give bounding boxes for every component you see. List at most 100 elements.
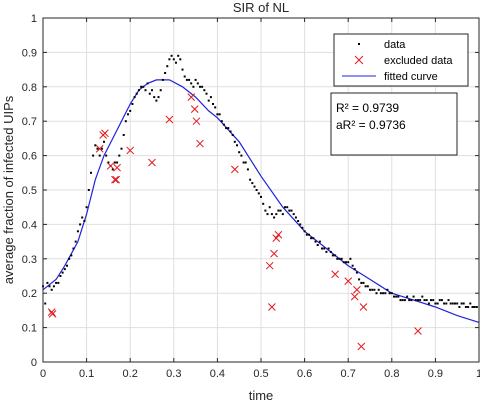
data-point xyxy=(366,285,369,288)
data-point xyxy=(90,171,92,174)
data-point xyxy=(52,285,55,288)
data-point xyxy=(155,99,158,102)
data-point xyxy=(467,306,470,308)
data-point xyxy=(151,89,153,92)
chart-title: SIR of NL xyxy=(233,0,289,15)
data-point xyxy=(236,144,238,147)
axis-ticks: 0 0.1 0.2 0.3 0.4 0.5 0.6 0.7 0.8 0.9 1 0 0.1 0.2 0.3 0… xyxy=(22,13,480,380)
excluded-point xyxy=(192,117,201,126)
data-point xyxy=(386,288,389,291)
y-tick-label: 0.1 xyxy=(22,323,37,335)
data-point xyxy=(266,213,269,216)
x-tick-label: 0.4 xyxy=(210,368,225,380)
excluded-point xyxy=(268,303,276,311)
data-point xyxy=(59,275,62,277)
data-point xyxy=(284,206,286,209)
data-point xyxy=(397,295,400,298)
data-point xyxy=(262,202,265,205)
data-point xyxy=(103,140,105,143)
excluded-point xyxy=(357,342,366,351)
excluded-point xyxy=(47,308,56,316)
data-point xyxy=(225,127,228,130)
data-point xyxy=(417,299,419,302)
data-point xyxy=(373,288,376,291)
data-point xyxy=(423,299,426,302)
data-point xyxy=(436,302,439,305)
data-point xyxy=(403,299,406,302)
data-point xyxy=(212,103,214,105)
y-axis-label: average fraction of infected UIPs xyxy=(1,95,16,284)
legend-item-data: data xyxy=(358,39,406,51)
excluded-point xyxy=(265,261,274,270)
data-point xyxy=(260,195,262,198)
r2-annotation: R² = 0.9739 aR² = 0.9736 xyxy=(330,92,458,156)
y-tick-label: 0.9 xyxy=(22,47,37,59)
data-point xyxy=(120,147,123,150)
data-point xyxy=(98,154,101,157)
data-point xyxy=(192,85,195,88)
data-point xyxy=(440,299,443,302)
data-point xyxy=(279,209,282,212)
x-tick-label: 0.1 xyxy=(79,368,94,380)
fitted-curve-layer xyxy=(42,79,480,323)
data-point xyxy=(447,299,450,302)
data-point xyxy=(342,261,345,264)
data-point xyxy=(340,257,343,260)
data-point xyxy=(334,254,337,257)
data-point xyxy=(310,237,313,240)
data-point xyxy=(299,223,302,226)
data-point xyxy=(153,96,156,99)
excluded-point xyxy=(272,234,281,243)
data-point xyxy=(246,168,249,171)
x-tick-label: 0.5 xyxy=(253,368,268,380)
data-point xyxy=(399,299,402,302)
data-point xyxy=(122,134,125,136)
data-point xyxy=(438,299,441,302)
data-point xyxy=(308,233,310,236)
data-point xyxy=(144,89,147,92)
y-tick-label: 0.5 xyxy=(22,185,37,197)
excluded-point xyxy=(274,230,283,239)
data-point xyxy=(185,78,188,81)
excluded-point xyxy=(187,93,196,101)
data-point xyxy=(421,295,424,298)
data-point xyxy=(159,89,162,92)
data-point xyxy=(87,189,90,191)
excluded-points-layer xyxy=(47,93,422,351)
y-tick-label: 0 xyxy=(31,357,37,369)
data-point xyxy=(207,99,210,102)
legend: data excluded data fitted curve xyxy=(333,33,469,87)
data-point xyxy=(44,302,47,305)
data-point xyxy=(270,213,273,216)
data-point xyxy=(445,302,448,305)
data-point xyxy=(462,302,465,305)
data-point xyxy=(242,161,245,164)
excluded-point xyxy=(359,303,368,311)
data-point xyxy=(79,223,82,226)
legend-item-fit: fitted curve xyxy=(342,71,438,83)
data-point xyxy=(443,302,446,305)
legend-item-excluded: excluded data xyxy=(354,55,453,67)
legend-marker-dot xyxy=(358,43,360,45)
y-tick-label: 0.7 xyxy=(22,116,37,128)
excluded-point xyxy=(344,277,353,286)
data-point xyxy=(240,154,243,157)
data-point xyxy=(135,92,138,95)
data-point xyxy=(451,302,454,305)
legend-marker-x xyxy=(354,55,364,65)
data-point xyxy=(233,140,236,143)
excluded-point xyxy=(113,163,121,172)
data-point xyxy=(157,96,160,99)
y-tick-label: 0.6 xyxy=(22,151,37,163)
data-point xyxy=(349,257,352,260)
data-point xyxy=(471,306,474,308)
data-point xyxy=(216,113,219,116)
data-point xyxy=(127,113,129,116)
data-point xyxy=(375,292,378,295)
data-point xyxy=(238,151,241,154)
data-point xyxy=(358,278,361,281)
data-point xyxy=(430,299,432,302)
excluded-point xyxy=(230,165,239,174)
data-point xyxy=(353,268,356,271)
data-points-layer xyxy=(42,54,478,308)
